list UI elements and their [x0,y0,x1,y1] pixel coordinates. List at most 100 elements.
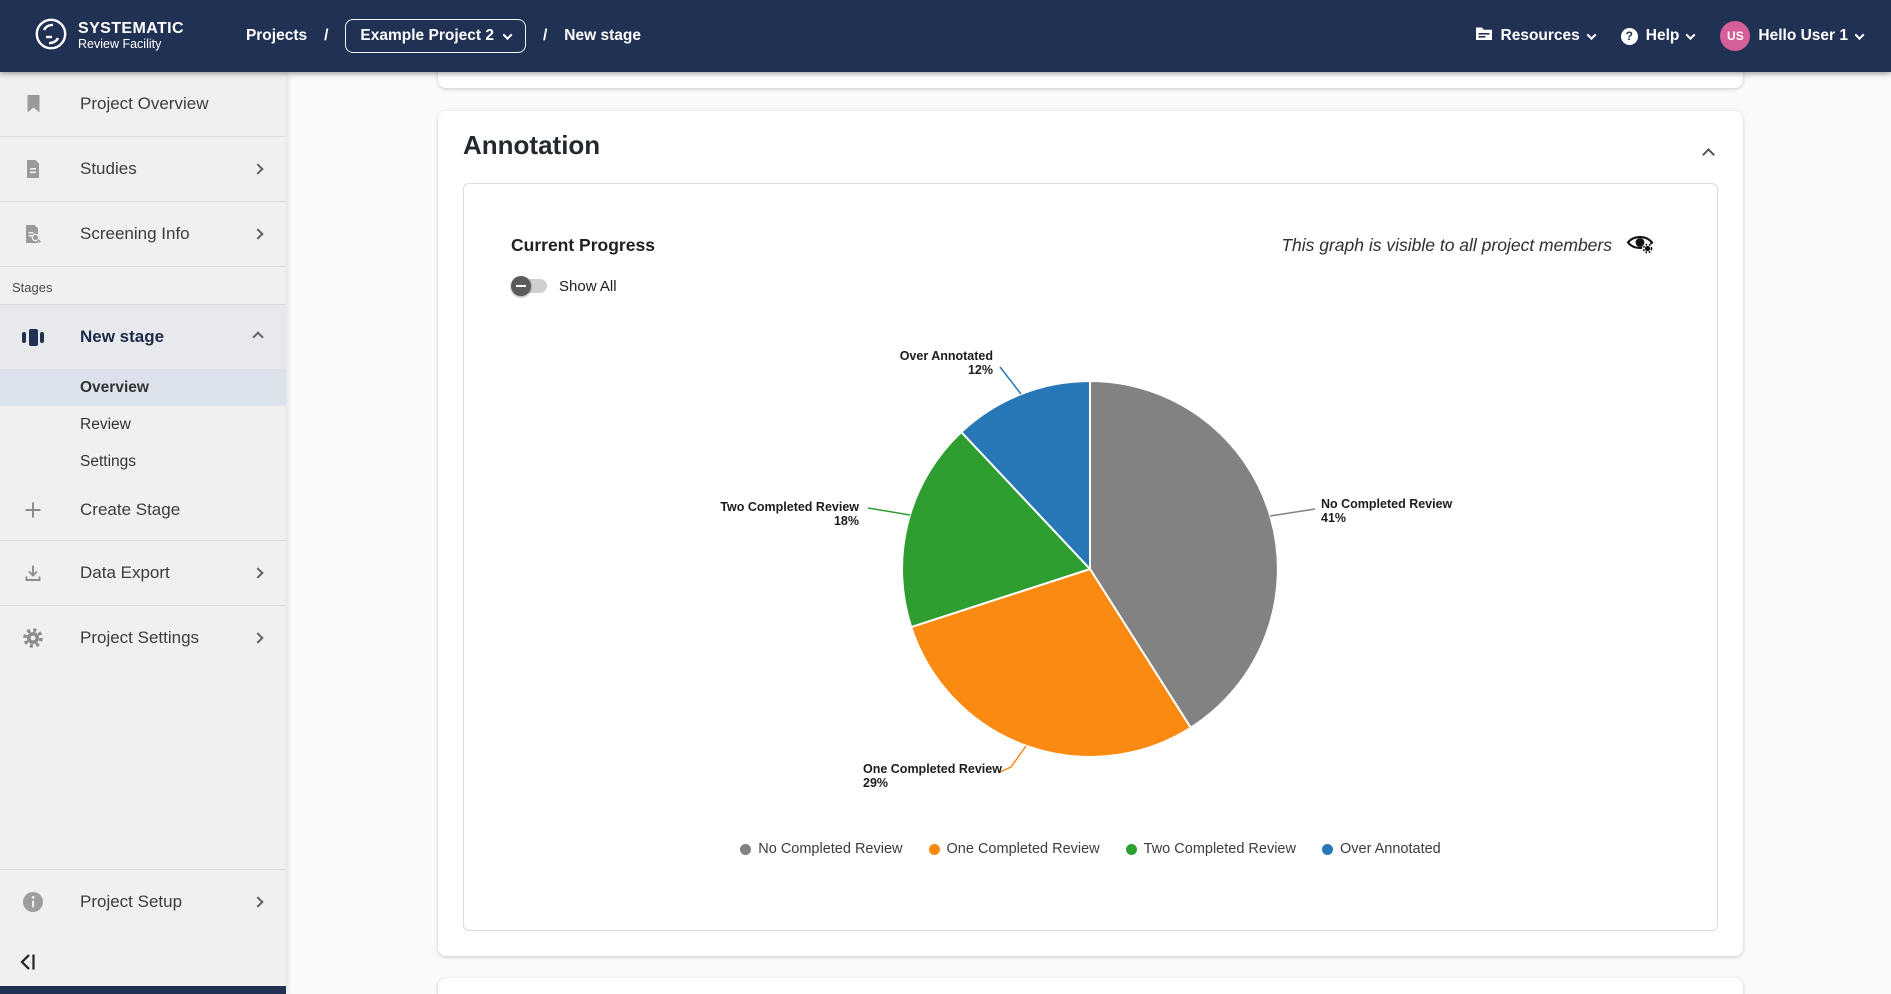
chevron-up-icon [252,331,264,343]
info-icon [20,891,46,913]
pie-slice-label: One Completed Review [863,762,1002,776]
divider [0,869,286,870]
pie-slice-label: 18% [834,514,859,528]
pie-slice-label: No Completed Review [1321,497,1453,511]
legend-label: Two Completed Review [1143,841,1296,857]
sidebar: Project Overview Studies Screening Info [0,72,286,994]
collapse-sidebar-icon[interactable] [18,951,40,978]
panel-title: Current Progress [511,235,655,255]
chevron-right-icon [252,567,264,579]
brand-name: SYSTEMATIC [78,20,184,38]
chevron-right-icon [252,896,264,908]
stage-columns-icon [20,328,46,346]
pie-slice-label: 41% [1321,511,1346,525]
legend-label: No Completed Review [758,841,903,857]
legend-dot [740,843,752,855]
show-all-label: Show All [559,277,617,295]
download-icon [20,563,46,583]
sidebar-item-label: Data Export [80,563,170,582]
divider [0,540,286,541]
avatar[interactable]: US [1720,21,1751,51]
annotation-card: Annotation Current Progress This graph i… [438,111,1743,956]
sidebar-item-project-settings[interactable]: Project Settings [0,606,286,670]
legend-item[interactable]: One Completed Review [928,841,1100,857]
next-card-fragment [438,978,1743,994]
help-menu[interactable]: ? Help [1620,27,1696,45]
legend-item[interactable]: No Completed Review [740,841,903,857]
help-label: Help [1645,27,1680,44]
folder-icon [1475,26,1493,46]
chevron-down-icon [1685,29,1696,40]
top-navbar: SYSTEMATIC Review Facility Projects / Ex… [0,0,1891,72]
pie-label-leader-line [867,507,911,516]
chart-legend: No Completed Review One Completed Review T… [464,841,1717,857]
sidebar-subitem-review[interactable]: Review [80,415,131,433]
document-icon [20,159,46,179]
resources-label: Resources [1500,27,1580,44]
divider [0,201,286,202]
divider [0,136,286,137]
legend-item[interactable]: Two Completed Review [1125,841,1296,857]
pie-slice-1[interactable] [910,568,1192,758]
legend-label: One Completed Review [946,841,1100,857]
sidebar-footer-strip [0,986,286,994]
pie-label-leader-line [999,745,1027,773]
pie-slice-label: Two Completed Review [720,500,859,514]
breadcrumb-separator: / [324,27,329,44]
sidebar-item-new-stage[interactable]: New stage [0,305,286,369]
pie-slice-label: Over Annotated [900,349,993,363]
legend-dot [928,843,940,855]
resources-menu[interactable]: Resources [1475,26,1597,46]
sidebar-item-label: Create Stage [80,500,181,519]
chevron-down-icon [1854,29,1865,40]
help-icon: ? [1620,27,1638,45]
legend-label: Over Annotated [1339,841,1441,857]
pie-slice-2[interactable] [901,431,1091,629]
sidebar-item-screening-info[interactable]: Screening Info [0,202,286,266]
bookmark-icon [20,94,46,114]
app-logo-icon [34,17,68,56]
chevron-right-icon [252,163,264,175]
toggle-knob-minus-icon [511,276,531,296]
previous-card-fragment [438,72,1743,88]
sidebar-item-data-export[interactable]: Data Export [0,541,286,605]
pie-slice-3[interactable] [960,380,1091,570]
main-content: Annotation Current Progress This graph i… [286,72,1891,994]
breadcrumb-separator: / [542,27,548,44]
chevron-right-icon [252,632,264,644]
divider [0,266,286,267]
pie-label-leader-line [1269,508,1316,517]
sidebar-subitem-settings[interactable]: Settings [80,452,137,470]
legend-item[interactable]: Over Annotated [1321,841,1441,857]
visibility-note: This graph is visible to all project mem… [1281,235,1612,255]
eye-settings-icon[interactable] [1626,232,1654,259]
sidebar-item-studies[interactable]: Studies [0,137,286,201]
sidebar-item-project-setup[interactable]: Project Setup [0,870,286,934]
sidebar-subitem-overview[interactable]: Overview [0,369,286,406]
gear-icon [20,627,46,649]
sidebar-item-label: Studies [80,159,137,178]
pie-chart: No Completed Review 41% One Completed Revi… [464,309,1717,832]
chevron-down-icon [1586,29,1597,40]
brand[interactable]: SYSTEMATIC Review Facility [34,17,184,56]
pie-slice-label: 29% [863,776,888,790]
divider [0,304,286,305]
breadcrumb-stage: New stage [564,27,641,44]
show-all-toggle[interactable] [511,276,549,296]
sidebar-item-label: Project Settings [80,628,200,647]
progress-panel: Current Progress This graph is visible t… [463,183,1718,931]
project-selector-label: Example Project 2 [360,27,494,44]
divider [0,605,286,606]
breadcrumb-projects-link[interactable]: Projects [245,27,308,44]
legend-dot [1321,843,1333,855]
chevron-down-icon [502,29,513,40]
sidebar-item-create-stage[interactable]: Create Stage [0,480,286,540]
document-search-icon [20,224,46,244]
collapse-card-button[interactable] [1698,141,1719,168]
plus-icon [20,500,46,520]
user-menu[interactable]: US Hello User 1 [1720,21,1865,51]
project-selector-button[interactable]: Example Project 2 [345,19,526,53]
annotation-card-title: Annotation [463,130,601,160]
sidebar-item-project-overview[interactable]: Project Overview [0,72,286,136]
legend-dot [1125,843,1137,855]
